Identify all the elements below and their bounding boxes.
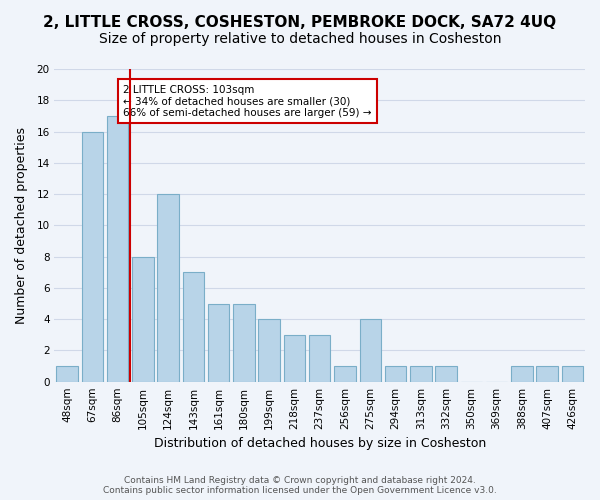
X-axis label: Distribution of detached houses by size in Cosheston: Distribution of detached houses by size … <box>154 437 486 450</box>
Bar <box>334 366 356 382</box>
Text: 2 LITTLE CROSS: 103sqm
← 34% of detached houses are smaller (30)
66% of semi-det: 2 LITTLE CROSS: 103sqm ← 34% of detached… <box>124 84 372 118</box>
Bar <box>132 256 154 382</box>
Bar <box>511 366 533 382</box>
Bar <box>107 116 128 382</box>
Bar <box>56 366 78 382</box>
Bar <box>536 366 558 382</box>
Bar <box>157 194 179 382</box>
Bar <box>385 366 406 382</box>
Text: 2, LITTLE CROSS, COSHESTON, PEMBROKE DOCK, SA72 4UQ: 2, LITTLE CROSS, COSHESTON, PEMBROKE DOC… <box>43 15 557 30</box>
Bar <box>309 335 331 382</box>
Bar <box>208 304 229 382</box>
Y-axis label: Number of detached properties: Number of detached properties <box>15 127 28 324</box>
Bar <box>410 366 431 382</box>
Bar <box>359 319 381 382</box>
Bar <box>82 132 103 382</box>
Bar <box>562 366 583 382</box>
Bar <box>284 335 305 382</box>
Bar <box>182 272 204 382</box>
Text: Contains HM Land Registry data © Crown copyright and database right 2024.
Contai: Contains HM Land Registry data © Crown c… <box>103 476 497 495</box>
Bar <box>259 319 280 382</box>
Text: Size of property relative to detached houses in Cosheston: Size of property relative to detached ho… <box>99 32 501 46</box>
Bar <box>233 304 254 382</box>
Bar <box>436 366 457 382</box>
